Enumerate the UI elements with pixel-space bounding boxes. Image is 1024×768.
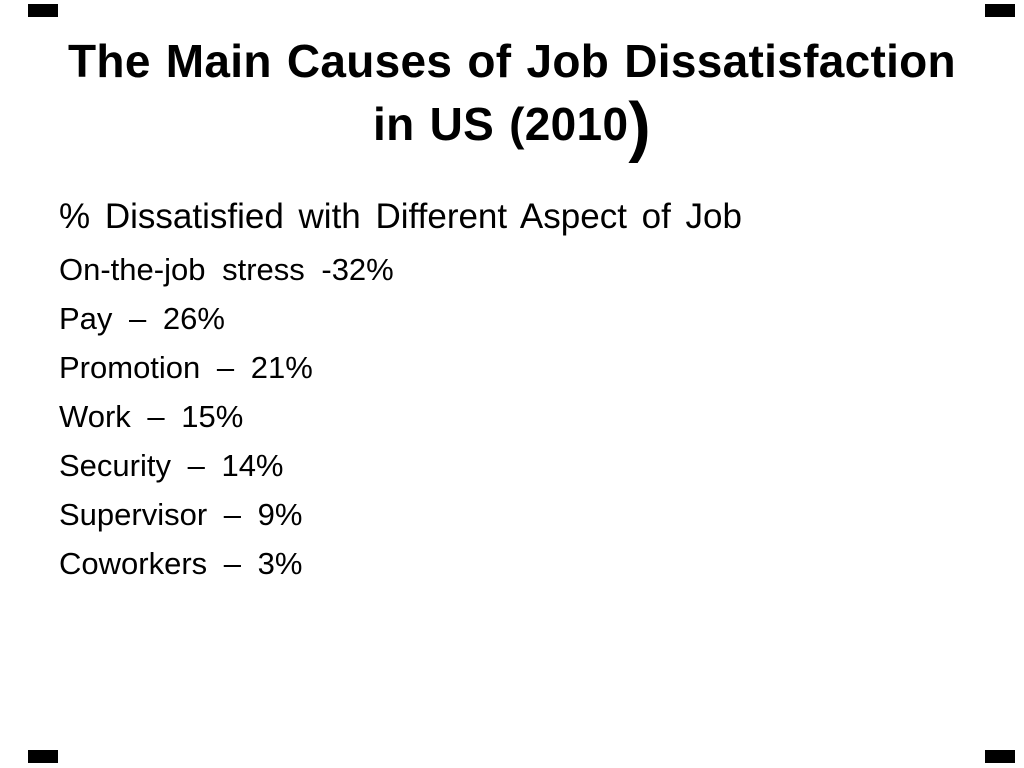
dissatisfaction-list: On-the-job stress -32% Pay – 26% Promotion…: [59, 245, 984, 588]
title-line-2-text: in US (2010: [373, 98, 629, 150]
subtitle: % Dissatisfied with Different Aspect of …: [59, 197, 742, 236]
list-item: Security – 14%: [59, 448, 284, 483]
list-item: On-the-job stress -32%: [59, 252, 394, 287]
corner-mark-bottom-left: [28, 750, 58, 763]
title-closing-paren: ): [628, 89, 651, 164]
corner-mark-top-left: [28, 4, 58, 17]
list-item: Coworkers – 3%: [59, 546, 303, 581]
slide-body: % Dissatisfied with Different Aspect of …: [59, 193, 984, 588]
corner-mark-bottom-right: [985, 750, 1015, 763]
list-item: Pay – 26%: [59, 301, 225, 336]
title-line-2: in US (2010): [0, 93, 1024, 160]
list-item: Supervisor – 9%: [59, 497, 303, 532]
corner-mark-top-right: [985, 4, 1015, 17]
list-item: Work – 15%: [59, 399, 244, 434]
slide-title: The Main Causes of Job Dissatisfaction i…: [0, 0, 1024, 160]
title-line-1: The Main Causes of Job Dissatisfaction: [68, 35, 956, 87]
list-item: Promotion – 21%: [59, 350, 313, 385]
